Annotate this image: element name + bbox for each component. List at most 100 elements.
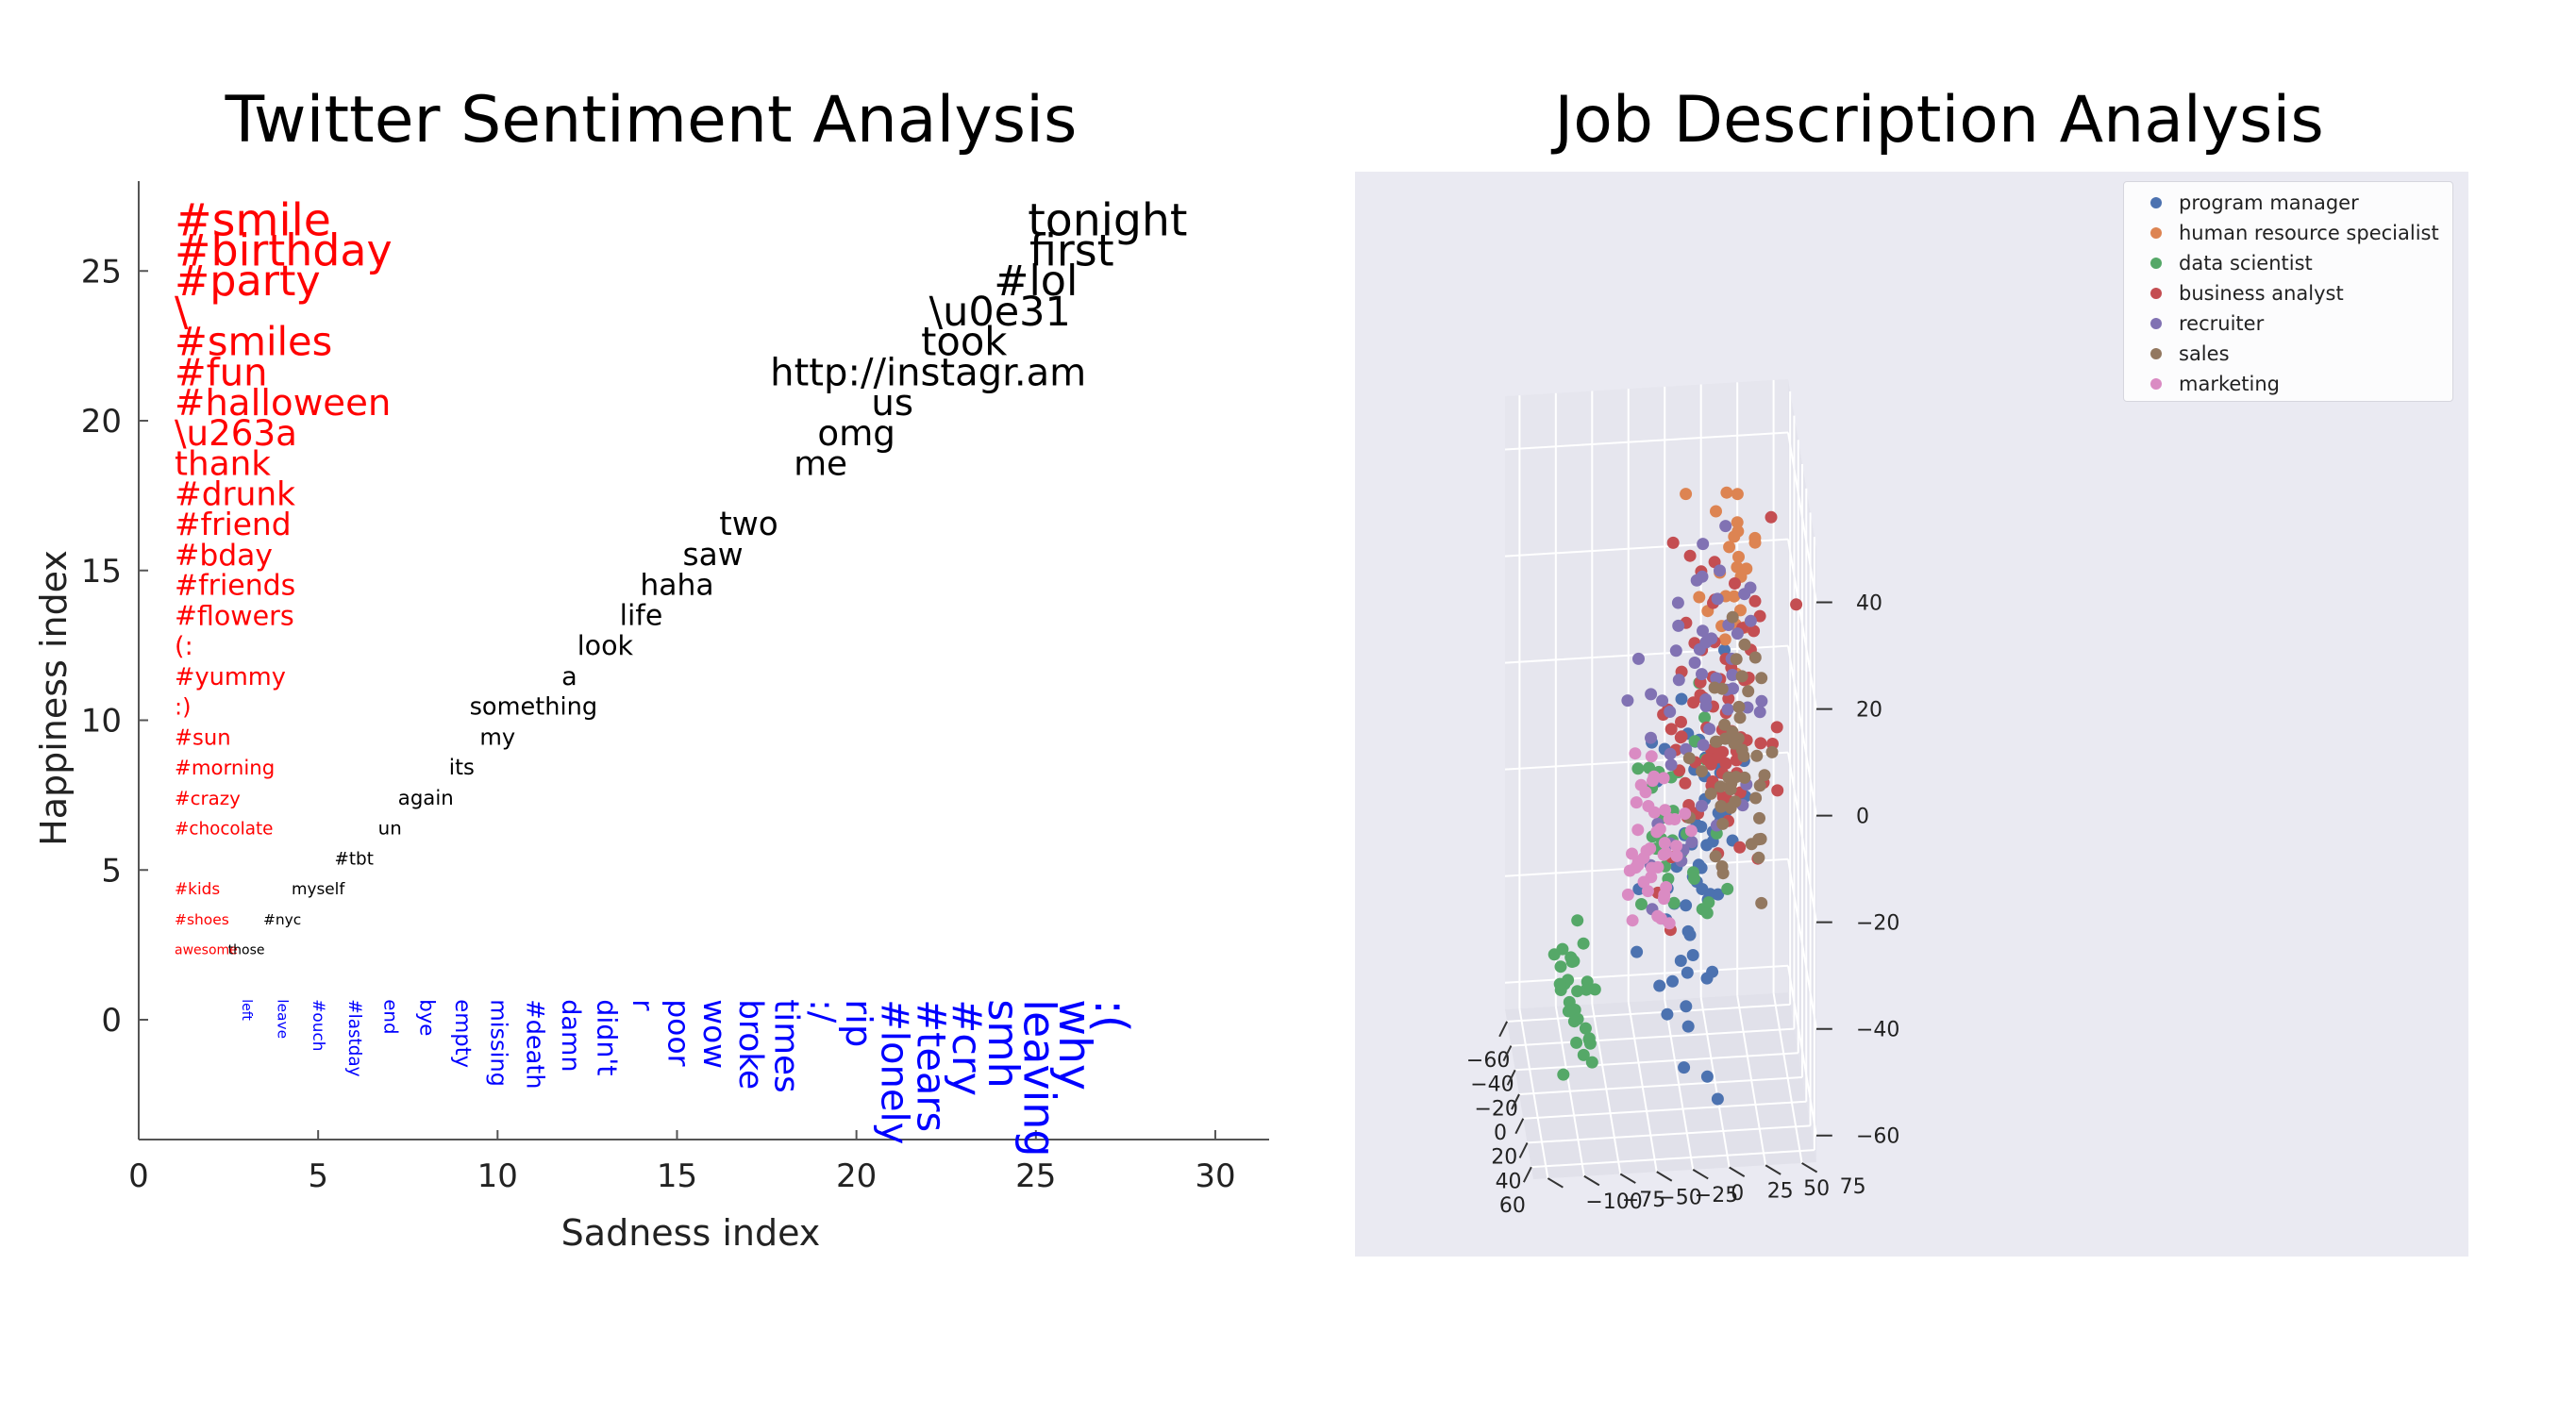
- neutral-word: life: [620, 599, 663, 632]
- twitter-sentiment-chart: 0 5 10 15 20 25 30 0 5 10 15 20 25 #smile#birthday#p…: [33, 181, 1269, 1254]
- z-tick-label: −40: [1856, 1019, 1899, 1042]
- grid-line-y: [1627, 1001, 1658, 1173]
- point-program-manager: [1666, 974, 1679, 988]
- neutral-word: us: [871, 382, 913, 424]
- point-sales: [1722, 771, 1735, 784]
- y-tick-label: 25: [1767, 1180, 1794, 1204]
- y-tick-mark: [1692, 1168, 1709, 1180]
- sad-word: rip: [837, 999, 879, 1047]
- sad-word: leave: [275, 999, 292, 1039]
- point-recruiter: [1714, 564, 1726, 577]
- neutral-word: myself: [292, 879, 345, 898]
- point-marketing: [1637, 875, 1650, 889]
- grid-line-z: [1787, 965, 1817, 1136]
- sad-word: left: [239, 999, 254, 1021]
- point-program-manager: [1711, 1092, 1724, 1106]
- point-marketing: [1623, 864, 1636, 877]
- point-sales: [1742, 685, 1755, 698]
- point-data-scientist: [1553, 977, 1566, 990]
- point-recruiter: [1671, 596, 1684, 609]
- point-program-manager: [1680, 1000, 1693, 1013]
- point-human-resource-specialist: [1723, 541, 1736, 554]
- happy-word: #smiles: [175, 319, 332, 365]
- point-marketing: [1626, 847, 1638, 860]
- sad-word: r: [626, 999, 659, 1011]
- happy-word: \u263a: [175, 412, 297, 454]
- x-tick-label: 20: [1491, 1146, 1517, 1170]
- point-recruiter: [1688, 657, 1701, 669]
- sad-word: missing: [485, 999, 511, 1087]
- point-sales: [1716, 817, 1730, 830]
- point-sales: [1738, 638, 1751, 651]
- sad-word: #death: [520, 999, 548, 1089]
- point-sales: [1696, 765, 1708, 778]
- point-program-manager: [1700, 972, 1714, 985]
- point-business-analyst: [1675, 715, 1687, 728]
- point-marketing: [1626, 914, 1639, 927]
- legend-label: recruiter: [2179, 312, 2265, 335]
- point-recruiter: [1685, 836, 1698, 849]
- happy-word: :): [175, 694, 192, 721]
- point-recruiter: [1711, 592, 1724, 606]
- point-recruiter: [1710, 672, 1723, 685]
- z-tick-label: −60: [1856, 1125, 1899, 1149]
- point-human-resource-specialist: [1731, 488, 1744, 501]
- point-sales: [1749, 791, 1763, 805]
- point-recruiter: [1645, 731, 1657, 744]
- legend-marker: [2150, 318, 2162, 329]
- point-sales: [1750, 749, 1764, 762]
- sad-word: smh: [979, 999, 1027, 1089]
- y-tick-label: −50: [1658, 1186, 1701, 1209]
- grid-line-y: [1518, 1007, 1549, 1179]
- point-marketing: [1657, 848, 1670, 861]
- point-sales: [1755, 896, 1768, 909]
- legend-label: data scientist: [2179, 252, 2313, 275]
- y-tick-mark: [1801, 1162, 1818, 1174]
- grid-line-z: [1787, 645, 1817, 816]
- point-business-analyst: [1748, 594, 1762, 608]
- neutral-word: two: [719, 506, 778, 543]
- point-recruiter: [1721, 703, 1734, 716]
- point-sales: [1738, 771, 1751, 784]
- happy-word: \: [175, 289, 189, 336]
- legend-item: business analyst: [2133, 278, 2443, 308]
- happy-word: #friends: [175, 570, 295, 603]
- point-sales: [1754, 832, 1767, 845]
- left-chart-title: Twitter Sentiment Analysis: [225, 83, 1078, 158]
- point-data-scientist: [1579, 1022, 1592, 1035]
- y-tick-mark: [1547, 1177, 1564, 1189]
- point-marketing: [1637, 852, 1650, 865]
- point-program-manager: [1681, 966, 1694, 979]
- neutral-word: omg: [817, 412, 895, 454]
- left-x-tick-label: 30: [1195, 1157, 1235, 1195]
- point-data-scientist: [1702, 896, 1715, 909]
- point-program-manager: [1683, 928, 1697, 941]
- left-x-tick-label: 10: [477, 1157, 518, 1195]
- legend-marker: [2150, 258, 2162, 269]
- happy-word: #friend: [175, 507, 292, 542]
- x-tick-mark: [1518, 1141, 1529, 1158]
- happy-word: #sun: [175, 725, 231, 750]
- x-tick-label: −40: [1470, 1074, 1514, 1097]
- point-human-resource-specialist: [1720, 486, 1733, 499]
- happy-word: (:: [175, 632, 193, 661]
- grid-line-x: [1514, 1052, 1798, 1072]
- point-recruiter: [1727, 682, 1739, 695]
- point-human-resource-specialist: [1718, 633, 1731, 646]
- point-data-scientist: [1583, 1037, 1597, 1050]
- y-tick-label: 75: [1840, 1175, 1866, 1199]
- neutral-word: tonight: [1028, 195, 1187, 247]
- point-data-scientist: [1562, 1005, 1575, 1018]
- neutral-word: a: [561, 662, 577, 691]
- happy-word: #birthday: [175, 225, 393, 275]
- point-data-scientist: [1631, 762, 1645, 775]
- right-chart-title: Job Description Analysis: [1554, 83, 2324, 158]
- point-recruiter: [1672, 674, 1685, 687]
- neutral-word: saw: [682, 537, 743, 573]
- point-sales: [1733, 711, 1747, 724]
- sad-word: #cry: [943, 999, 990, 1096]
- point-sales: [1715, 860, 1729, 873]
- grid-line-y: [1699, 997, 1731, 1168]
- happy-word: #flowers: [175, 600, 294, 631]
